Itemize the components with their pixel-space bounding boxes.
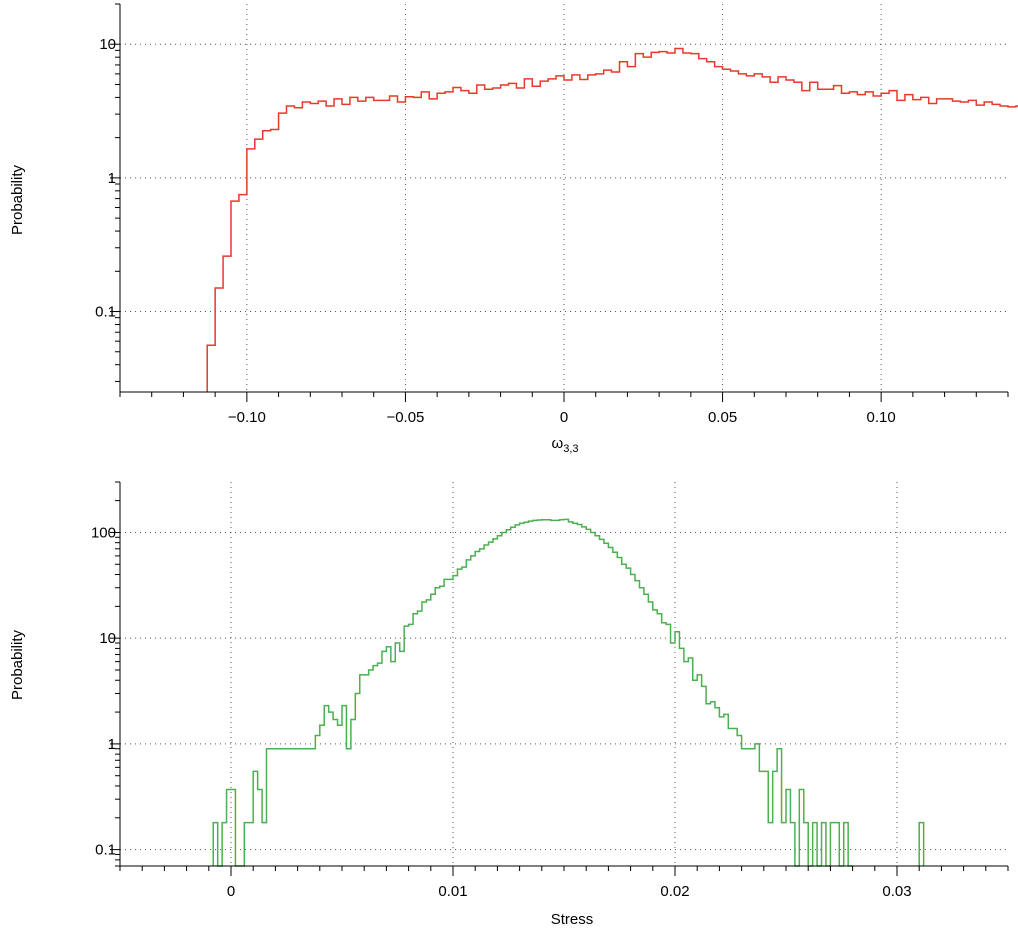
bottom-y-ticks: 0.1 1 10 100	[91, 481, 120, 867]
y-tick-label: 1	[108, 736, 116, 753]
x-tick-label: 0.05	[708, 409, 737, 426]
x-tick-label: 0.02	[660, 883, 689, 900]
bottom-grid	[120, 482, 1008, 866]
x-tick-label: 0.10	[867, 409, 896, 426]
y-tick-label: 1	[108, 170, 116, 187]
stress-histogram-line-outlier	[918, 821, 925, 866]
stress-histogram-panel: 0 0.01 0.02 0.03 0.1 1 10 100 Probability Stre…	[9, 481, 1009, 928]
top-y-axis-title: Probability	[9, 164, 26, 235]
x-tick-label: 0	[560, 409, 568, 426]
top-x-axis-title: ω3,3	[551, 435, 578, 455]
top-axes	[119, 4, 1008, 393]
top-grid	[120, 4, 1008, 392]
omega-histogram-panel: −0.10 −0.05 0 0.05 0.10 0.1 1 10 Probability ω…	[9, 3, 1018, 455]
bottom-y-axis-title: Probability	[9, 629, 26, 700]
top-x-ticks: −0.10 −0.05 0 0.05 0.10	[119, 392, 1009, 426]
y-tick-label: 0.1	[95, 304, 116, 321]
y-tick-label: 10	[99, 630, 116, 647]
x-tick-label: 0.01	[438, 883, 467, 900]
stress-histogram-line	[212, 518, 853, 867]
omega-histogram-line	[206, 47, 1018, 392]
x-tick-label: 0	[227, 883, 235, 900]
x-tick-label: −0.05	[386, 409, 424, 426]
x-axis-title-symbol: ω	[551, 435, 563, 452]
y-tick-label: 100	[91, 524, 116, 541]
y-tick-label: 10	[99, 36, 116, 53]
x-axis-title-subscript: 3,3	[563, 443, 578, 455]
bottom-x-axis-title: Stress	[551, 911, 594, 928]
x-tick-label: −0.10	[228, 409, 266, 426]
bottom-x-ticks: 0 0.01 0.02 0.03	[119, 866, 1009, 900]
top-y-ticks: 0.1 1 10	[95, 3, 120, 382]
y-tick-label: 0.1	[95, 842, 116, 859]
x-tick-label: 0.03	[882, 883, 911, 900]
